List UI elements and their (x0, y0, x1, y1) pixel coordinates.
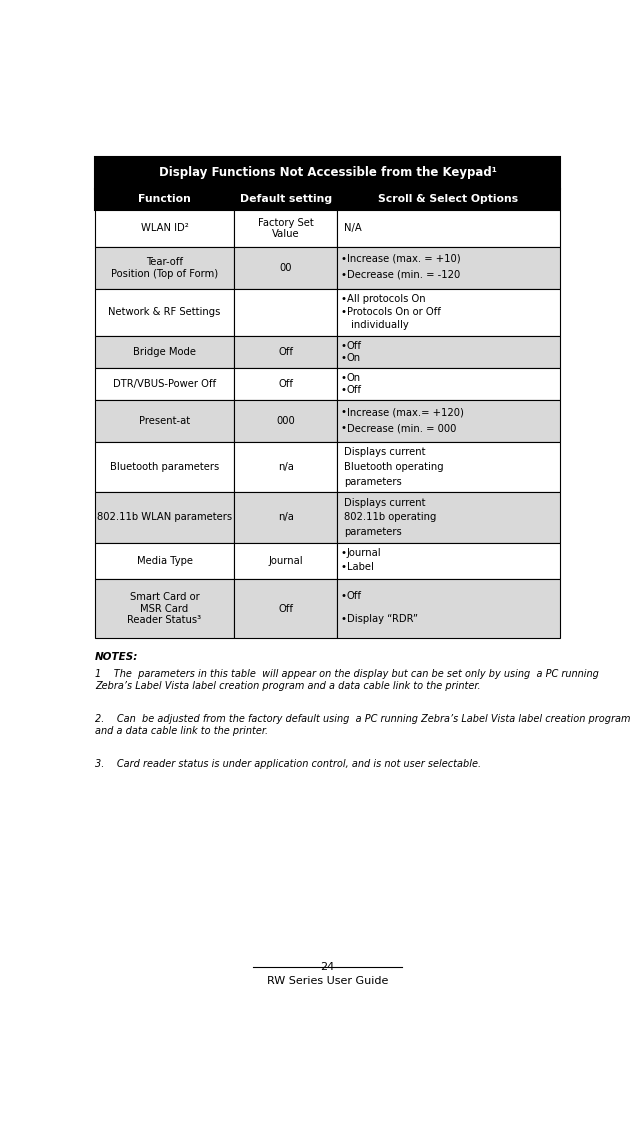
Text: •: • (341, 306, 347, 316)
Text: 802.11b operating: 802.11b operating (344, 512, 436, 522)
Bar (95, 189, 560, 209)
Bar (235, 368, 337, 401)
Text: Bridge Mode: Bridge Mode (133, 347, 196, 357)
Text: NOTES:: NOTES: (95, 652, 138, 662)
Text: Displays current: Displays current (344, 447, 426, 457)
Text: n/a: n/a (278, 512, 293, 522)
Text: n/a: n/a (278, 462, 293, 472)
Text: Off: Off (347, 340, 362, 350)
Bar (337, 401, 560, 443)
Text: WLAN ID²: WLAN ID² (141, 223, 189, 233)
Text: 1    The  parameters in this table  will appear on the display but can be set on: 1 The parameters in this table will appe… (95, 669, 599, 691)
Bar (235, 337, 337, 368)
Text: 24: 24 (320, 962, 335, 972)
Text: Off: Off (278, 379, 293, 390)
Bar (95, 157, 560, 189)
Text: 000: 000 (276, 417, 295, 427)
Text: Increase (max.= +120): Increase (max.= +120) (347, 408, 463, 418)
Text: Default setting: Default setting (240, 195, 332, 204)
Text: Display Functions Not Accessible from the Keypad¹: Display Functions Not Accessible from th… (158, 167, 497, 179)
Text: •: • (341, 270, 347, 280)
Text: DTR/VBUS-Power Off: DTR/VBUS-Power Off (113, 379, 216, 390)
Text: •: • (341, 352, 347, 363)
Text: Factory Set
Value: Factory Set Value (258, 217, 314, 239)
Text: •: • (341, 562, 347, 572)
Text: Scroll & Select Options: Scroll & Select Options (378, 195, 519, 204)
Text: Increase (max. = +10): Increase (max. = +10) (347, 254, 460, 263)
Text: Smart Card or
MSR Card
Reader Status³: Smart Card or MSR Card Reader Status³ (128, 592, 202, 625)
Text: Present-at: Present-at (139, 417, 190, 427)
Bar (337, 337, 560, 368)
Bar (337, 543, 560, 579)
Text: Bluetooth operating: Bluetooth operating (344, 462, 444, 472)
Text: Off: Off (278, 604, 293, 614)
Text: •: • (341, 340, 347, 350)
Bar (95, 368, 235, 401)
Text: Off: Off (347, 385, 362, 395)
Text: Tear-off
Position (Top of Form): Tear-off Position (Top of Form) (111, 257, 218, 278)
Bar (95, 209, 235, 247)
Text: •: • (341, 373, 347, 383)
Bar (235, 543, 337, 579)
Bar (235, 443, 337, 492)
Bar (95, 579, 235, 638)
Text: •: • (341, 548, 347, 558)
Bar (337, 579, 560, 638)
Text: Bluetooth parameters: Bluetooth parameters (110, 462, 219, 472)
Bar (337, 288, 560, 337)
Text: •: • (341, 408, 347, 418)
Text: •: • (341, 423, 347, 434)
Text: Off: Off (278, 347, 293, 357)
Text: Decrease (min. = -120: Decrease (min. = -120 (347, 270, 460, 280)
Bar (337, 368, 560, 401)
Text: parameters: parameters (344, 527, 402, 537)
Text: Displays current: Displays current (344, 498, 426, 508)
Bar (337, 209, 560, 247)
Bar (337, 492, 560, 543)
Text: All protocols On: All protocols On (347, 294, 426, 304)
Text: On: On (347, 352, 361, 363)
Text: Media Type: Media Type (137, 556, 192, 566)
Text: parameters: parameters (344, 477, 402, 486)
Text: Off: Off (347, 591, 362, 601)
Bar (95, 337, 235, 368)
Text: Journal: Journal (268, 556, 303, 566)
Bar (95, 543, 235, 579)
Text: Display “RDR”: Display “RDR” (347, 614, 418, 624)
Text: Label: Label (347, 562, 374, 572)
Text: Protocols On or Off: Protocols On or Off (347, 306, 440, 316)
Text: RW Series User Guide: RW Series User Guide (267, 976, 388, 986)
Bar (95, 401, 235, 443)
Bar (235, 209, 337, 247)
Bar (95, 443, 235, 492)
Text: 3.    Card reader status is under application control, and is not user selectabl: 3. Card reader status is under applicati… (95, 759, 481, 769)
Bar (95, 247, 235, 288)
Text: •: • (341, 614, 347, 624)
Text: N/A: N/A (344, 223, 362, 233)
Text: •: • (341, 294, 347, 304)
Text: Decrease (min. = 000: Decrease (min. = 000 (347, 423, 456, 434)
Bar (95, 288, 235, 337)
Bar (337, 443, 560, 492)
Text: individually: individually (351, 320, 408, 330)
Bar (95, 492, 235, 543)
Bar (235, 401, 337, 443)
Text: •: • (341, 385, 347, 395)
Bar (337, 247, 560, 288)
Bar (235, 288, 337, 337)
Text: •: • (341, 254, 347, 263)
Bar (235, 247, 337, 288)
Text: On: On (347, 373, 361, 383)
Text: Network & RF Settings: Network & RF Settings (109, 307, 220, 318)
Text: 2.    Can  be adjusted from the factory default using  a PC running Zebra’s Labe: 2. Can be adjusted from the factory defa… (95, 714, 630, 736)
Bar (235, 579, 337, 638)
Text: Function: Function (138, 195, 191, 204)
Text: Journal: Journal (347, 548, 381, 558)
Text: 802.11b WLAN parameters: 802.11b WLAN parameters (97, 512, 232, 522)
Text: •: • (341, 591, 347, 601)
Text: 00: 00 (279, 262, 292, 272)
Bar (235, 492, 337, 543)
